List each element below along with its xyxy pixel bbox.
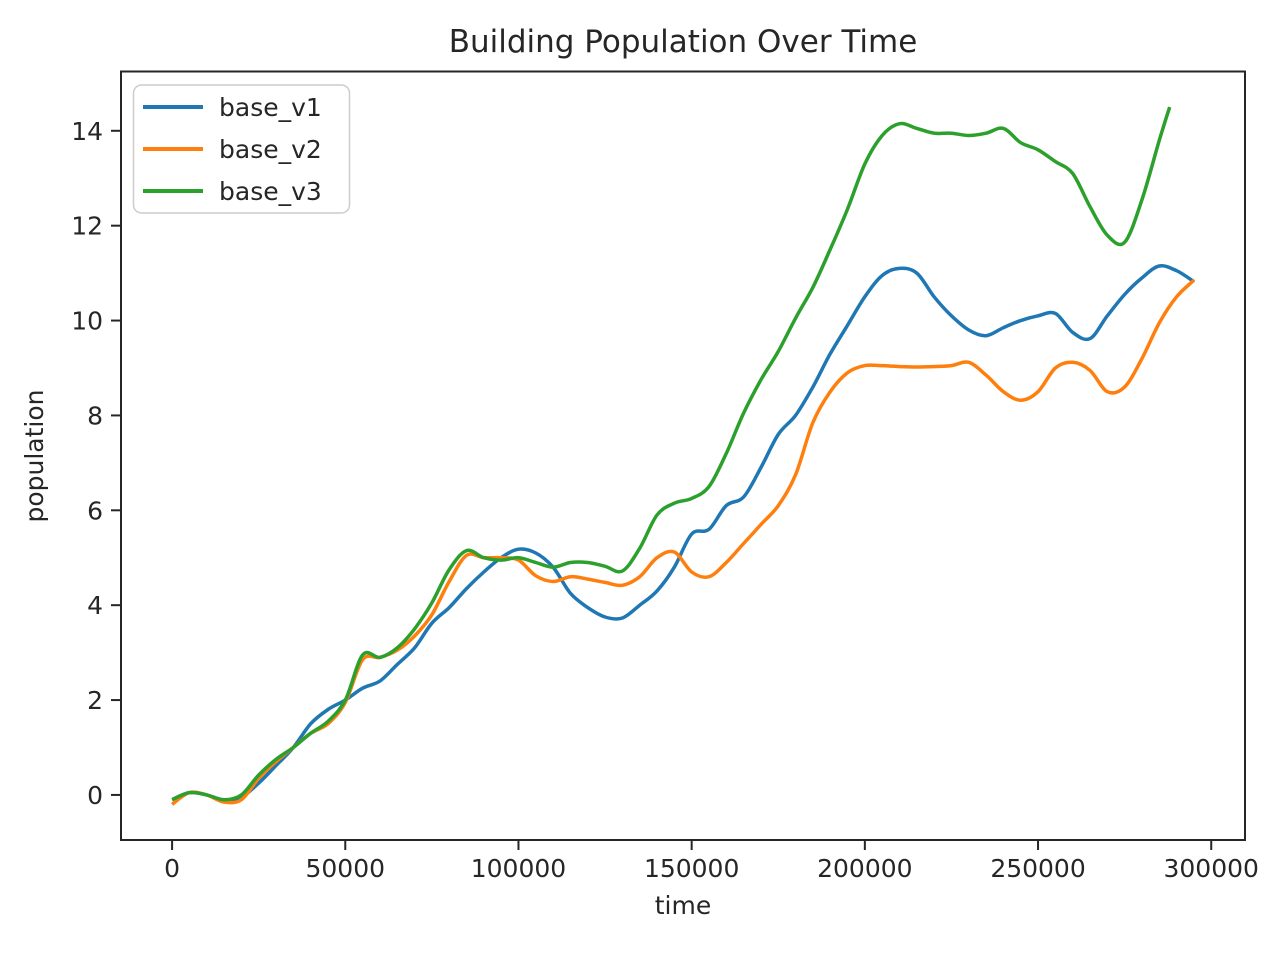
y-tick-label: 6 (87, 496, 103, 525)
legend-label-base_v2: base_v2 (219, 135, 322, 164)
x-tick-label: 300000 (1164, 854, 1259, 883)
y-tick-label: 0 (87, 781, 103, 810)
legend-label-base_v3: base_v3 (219, 177, 322, 206)
axes-border (120, 70, 1246, 841)
x-axis-ticks: 0 50000 100000 150000 200000 250000 300000 (164, 840, 1259, 883)
y-tick-label: 10 (71, 307, 103, 336)
x-tick-label: 250000 (990, 854, 1085, 883)
y-tick-label: 8 (87, 401, 103, 430)
series-line-base_v3 (171, 106, 1172, 802)
x-tick-label: 150000 (644, 854, 739, 883)
series-lines (171, 106, 1196, 806)
x-axis-label: time (655, 891, 711, 920)
y-tick-label: 4 (87, 591, 103, 620)
x-tick-label: 100000 (471, 854, 566, 883)
y-tick-label: 14 (71, 117, 103, 146)
legend: base_v1 base_v2 base_v3 (132, 84, 351, 214)
y-axis-label: population (20, 389, 49, 522)
legend-label-base_v1: base_v1 (219, 93, 322, 122)
y-tick-label: 12 (71, 212, 103, 241)
y-tick-label: 2 (87, 686, 103, 715)
y-axis-ticks: 0 2 4 6 8 10 12 14 (71, 117, 121, 810)
legend-box (132, 84, 351, 214)
chart-title: Building Population Over Time (449, 24, 918, 60)
x-tick-label: 0 (164, 854, 180, 883)
x-tick-label: 200000 (817, 854, 912, 883)
x-tick-label: 50000 (306, 854, 386, 883)
